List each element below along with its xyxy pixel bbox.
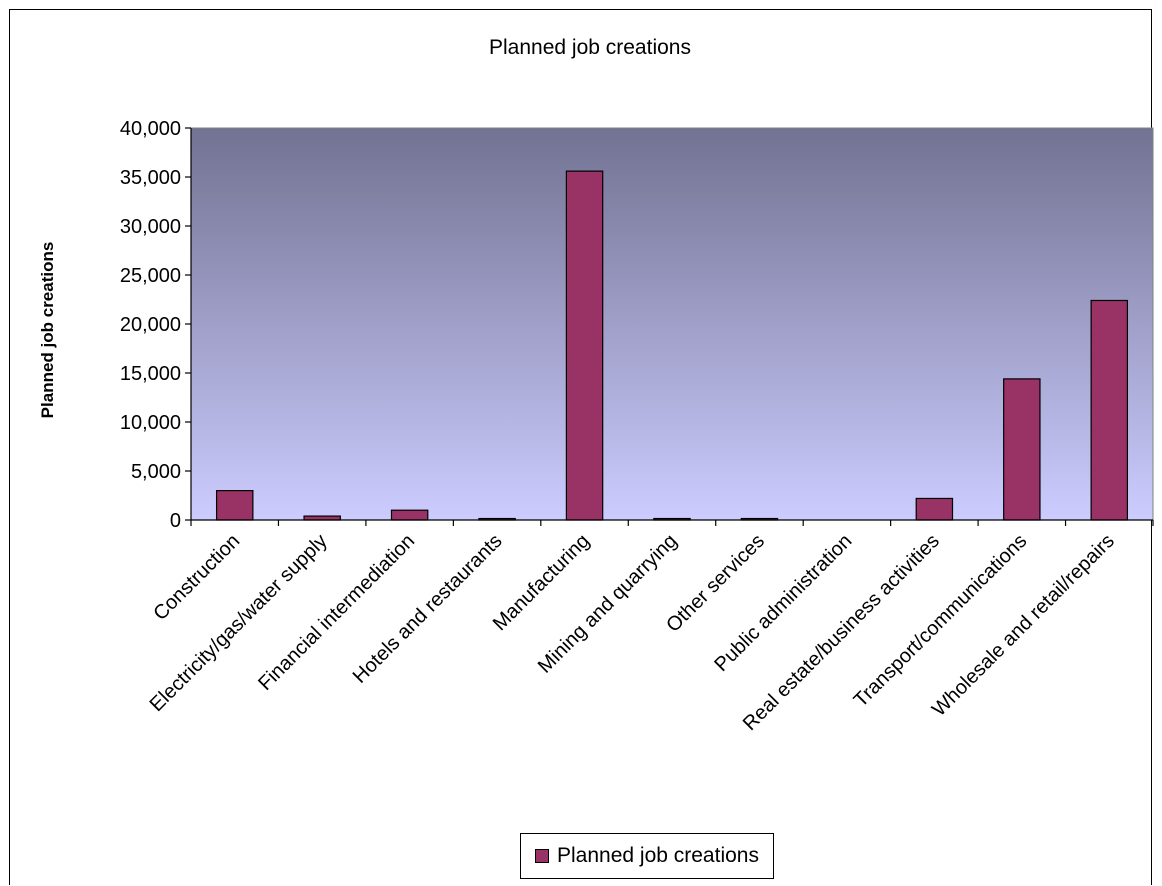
x-tick-label: Construction bbox=[149, 530, 244, 625]
bar bbox=[215, 490, 254, 521]
x-tick-label: Wholesale and retail/repairs bbox=[928, 530, 1119, 721]
legend: Planned job creations bbox=[520, 833, 774, 879]
plot-area bbox=[190, 127, 1154, 521]
y-tick-label: 15,000 bbox=[120, 363, 181, 385]
x-tick-label: Hotels and restaurants bbox=[349, 530, 507, 688]
y-axis-label: Planned job creations bbox=[38, 242, 57, 419]
x-tick-label: Financial intermediation bbox=[254, 530, 419, 695]
x-tick-label: Transport/communications bbox=[850, 530, 1032, 712]
y-tick-label: 30,000 bbox=[120, 216, 181, 238]
y-tick-label: 5,000 bbox=[131, 461, 181, 483]
y-tick-label: 20,000 bbox=[120, 314, 181, 336]
legend-swatch bbox=[535, 849, 549, 863]
bar bbox=[565, 170, 604, 521]
legend-label: Planned job creations bbox=[557, 844, 759, 867]
x-tick-label: Electricity/gas/water supply bbox=[146, 530, 332, 716]
bar bbox=[390, 509, 429, 521]
y-tick-label: 0 bbox=[170, 510, 181, 532]
chart-title: Planned job creations bbox=[489, 36, 691, 59]
y-tick-label: 40,000 bbox=[120, 118, 181, 140]
y-tick-label: 10,000 bbox=[120, 412, 181, 434]
bar bbox=[1003, 378, 1041, 521]
bar bbox=[1090, 299, 1129, 521]
y-tick-label: 25,000 bbox=[120, 265, 181, 287]
bar bbox=[915, 497, 954, 521]
y-tick-label: 35,000 bbox=[120, 167, 181, 189]
